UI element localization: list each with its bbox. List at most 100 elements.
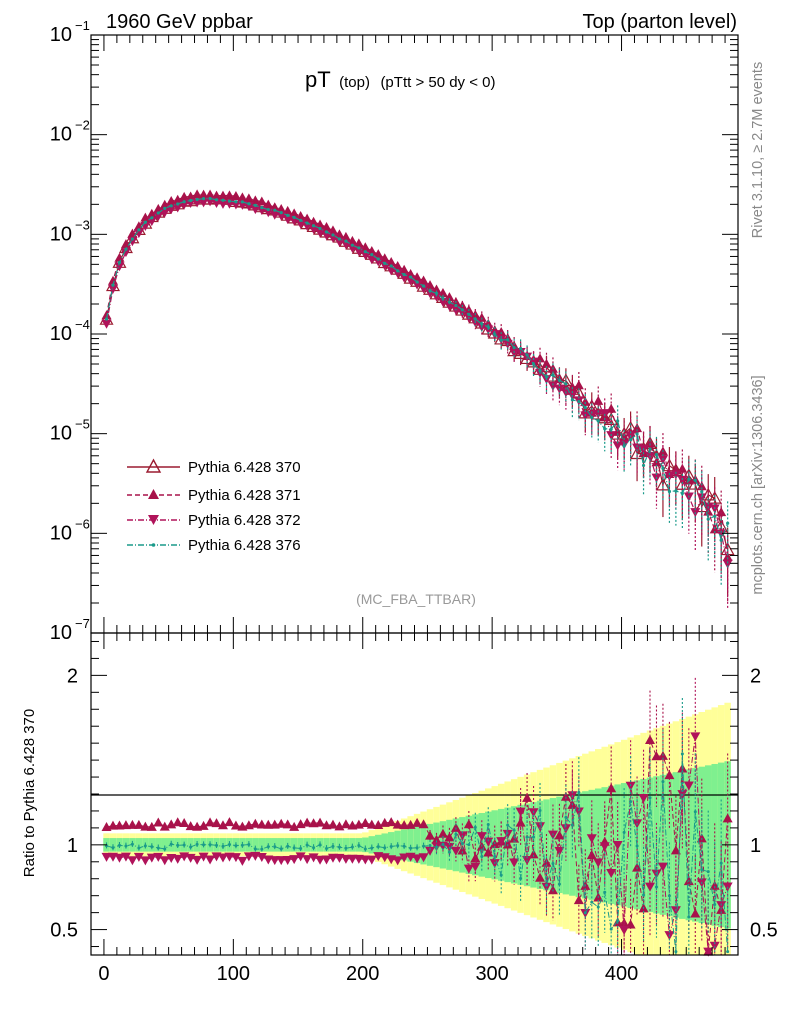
ratio-point-376 [428, 844, 432, 848]
ratio-point-371 [327, 819, 338, 829]
data-point-372 [276, 211, 287, 221]
data-point-376 [706, 517, 710, 521]
data-point-376 [667, 489, 672, 494]
data-point-376 [292, 215, 296, 219]
ratio-point-376 [648, 796, 652, 800]
ratio-point-372 [308, 853, 319, 863]
ratio-point-376 [137, 846, 141, 850]
ratio-point-371 [670, 845, 681, 855]
data-point-372 [450, 305, 461, 315]
ratio-point-376 [318, 843, 322, 847]
data-point-372 [153, 212, 164, 222]
ratio-point-372 [502, 829, 513, 839]
ratio-point-376 [726, 950, 730, 954]
y-tick-label: 10 [50, 323, 72, 345]
ratio-point-372 [625, 781, 636, 791]
ratio-point-372 [645, 882, 656, 892]
ratio-y-tick-label: 0.5 [50, 920, 78, 942]
ratio-point-372 [198, 852, 209, 862]
uncertainty-band-inner [582, 791, 589, 899]
data-point-376 [260, 205, 264, 210]
ratio-point-376 [331, 844, 335, 848]
data-point-376 [357, 246, 361, 250]
data-point-376 [577, 399, 581, 404]
ratio-point-376 [156, 846, 160, 850]
ratio-point-371 [185, 821, 196, 831]
ratio-point-376 [719, 861, 723, 865]
y-tick-label-exponent: −6 [75, 516, 90, 531]
ratio-point-376 [389, 845, 393, 849]
main-panel: 10−710−610−510−410−310−210−1 pT (top) (p… [50, 18, 739, 644]
ratio-point-372 [360, 855, 371, 865]
ratio-point-376 [583, 911, 587, 915]
ratio-point-371 [315, 817, 326, 827]
data-point-372 [263, 208, 274, 218]
ratio-point-376 [454, 832, 458, 836]
ratio-point-376 [467, 843, 471, 847]
ratio-point-376 [551, 861, 555, 865]
data-point-376 [409, 275, 413, 279]
data-point-372 [230, 200, 241, 210]
ratio-ylabel: Ratio to Pythia 6.428 370 [21, 709, 38, 877]
ratio-point-371 [522, 792, 533, 802]
data-point-376 [305, 221, 309, 225]
ratio-point-376 [215, 843, 219, 847]
ratio-y-tick-label-right: 2 [750, 665, 761, 687]
ratio-point-376 [240, 843, 244, 847]
data-point-376 [363, 250, 367, 254]
data-point-376 [713, 514, 717, 518]
ratio-point-376 [609, 927, 613, 931]
data-point-371 [379, 253, 390, 263]
ratio-point-376 [130, 842, 134, 846]
ratio-point-372 [593, 858, 604, 868]
uncertainty-band-inner [258, 838, 266, 852]
data-point-376 [454, 303, 458, 308]
data-point-372 [418, 284, 429, 294]
ratio-point-372 [127, 856, 138, 866]
ratio-point-376 [357, 843, 361, 847]
ratio-point-372 [535, 822, 546, 832]
data-point-376 [163, 206, 167, 211]
ratio-point-372 [606, 868, 617, 878]
data-point-376 [693, 478, 697, 482]
data-point-372 [379, 261, 390, 271]
data-point-376 [557, 378, 562, 382]
legend-entry-372: Pythia 6.428 372 [127, 512, 301, 529]
data-point-372 [412, 280, 423, 290]
ratio-point-376 [654, 885, 658, 889]
data-point-372 [217, 199, 228, 209]
y-tick-label-exponent: −2 [75, 118, 90, 133]
data-point-376 [531, 362, 536, 366]
ratio-point-376 [305, 843, 309, 847]
ratio-point-372 [554, 846, 565, 856]
data-point-371 [405, 268, 416, 278]
data-point-376 [473, 317, 477, 321]
ratio-point-371 [425, 830, 436, 840]
ratio-point-371 [276, 818, 287, 828]
series-376 [104, 196, 730, 585]
ratio-point-376 [195, 842, 199, 846]
data-point-372 [431, 292, 442, 302]
uncertainty-band-inner [705, 765, 712, 925]
ratio-point-372 [205, 855, 216, 865]
data-point-376 [680, 491, 684, 496]
ratio-point-376 [370, 846, 374, 850]
ratio-point-372 [159, 856, 170, 866]
data-point-371 [256, 196, 267, 206]
data-point-376 [467, 312, 471, 316]
ratio-point-376 [564, 815, 568, 819]
ratio-point-376 [441, 842, 445, 846]
data-point-376 [130, 237, 135, 241]
ratio-point-376 [570, 823, 574, 827]
data-point-376 [182, 200, 186, 204]
ratio-panel: 0.5 0.5 1 1 2 2 Ratio to Pythia 6.428 370 [21, 632, 778, 957]
ratio-point-371 [586, 850, 597, 860]
ratio-point-371 [573, 895, 584, 905]
ratio-point-372 [619, 926, 630, 936]
uncertainty-band-inner [666, 773, 673, 917]
ratio-point-371 [450, 822, 461, 832]
ratio-point-376 [247, 843, 251, 847]
x-tick-label: 400 [605, 963, 638, 985]
ratio-point-376 [706, 870, 710, 874]
